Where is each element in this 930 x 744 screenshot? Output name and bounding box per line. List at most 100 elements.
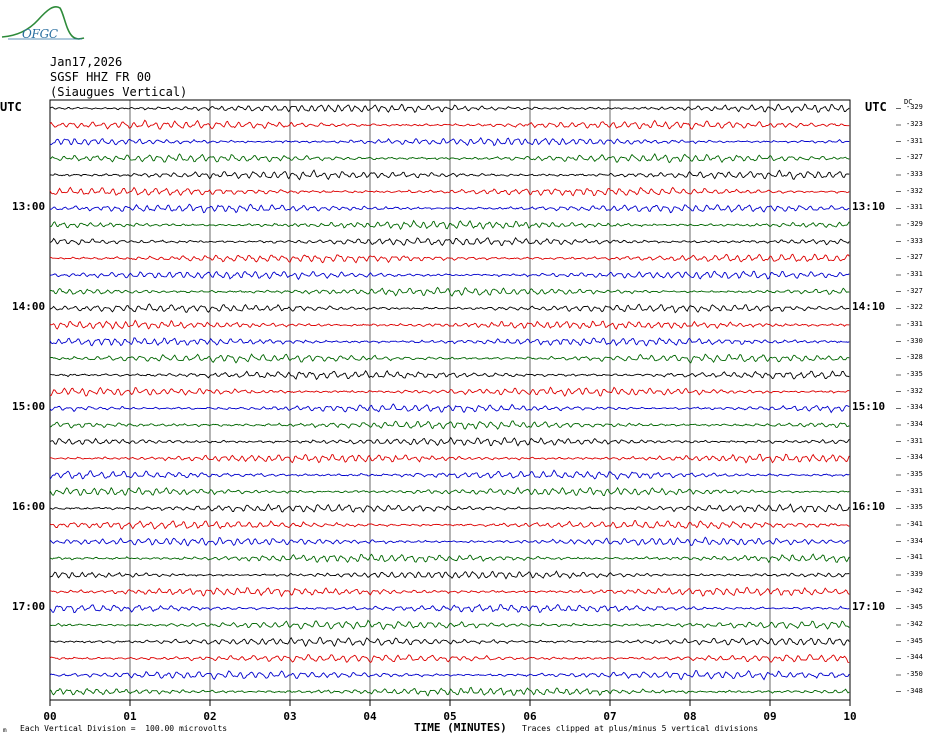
seismic-trace <box>50 286 850 297</box>
dc-offset-value: -333 <box>906 170 923 178</box>
dc-offset-value: -341 <box>906 520 923 528</box>
seismic-trace <box>50 169 850 181</box>
left-hour-label: 17:00 <box>12 600 46 614</box>
dc-offset-value: -342 <box>906 586 923 595</box>
dc-offset-value: -329 <box>906 103 923 112</box>
dc-offset-value: -334 <box>906 536 923 545</box>
dc-offset-value: -334 <box>906 453 923 462</box>
dc-offset-value: -350 <box>906 670 923 678</box>
right-hour-label: 15:10 <box>852 400 886 414</box>
seismic-trace <box>49 636 850 648</box>
utc-left-label: UTC <box>0 100 22 114</box>
ofgc-logo <box>1 5 85 40</box>
dc-offset-value: -327 <box>906 253 923 262</box>
seismic-trace <box>49 486 850 496</box>
dc-offset-value: -341 <box>906 553 923 562</box>
x-tick-label: 05 <box>443 710 457 723</box>
seismic-trace <box>49 503 850 513</box>
seismic-trace <box>50 453 850 464</box>
seismic-trace <box>49 420 850 430</box>
seismic-trace <box>49 203 850 214</box>
left-hour-label: 14:00 <box>12 300 46 314</box>
x-tick-label: 02 <box>203 710 217 723</box>
seismic-trace <box>49 119 850 130</box>
footer-mark: m <box>3 727 7 734</box>
seismic-traces <box>49 103 850 697</box>
dc-offset-value: -333 <box>906 236 923 245</box>
seismic-trace <box>49 654 850 664</box>
seismic-trace <box>50 386 850 397</box>
dc-offset-value: -332 <box>906 186 923 195</box>
x-tick-label: 06 <box>523 710 537 723</box>
dc-offset-value: -335 <box>906 470 923 478</box>
dc-offset-value: -331 <box>906 270 923 278</box>
seismic-trace <box>49 520 850 530</box>
clip-note: Traces clipped at plus/minus 5 vertical … <box>522 724 759 733</box>
dc-offset-value: -334 <box>906 403 923 412</box>
x-axis-title: TIME (MINUTES) <box>414 721 507 734</box>
seismic-trace <box>49 670 850 681</box>
dc-label: DC <box>904 98 913 106</box>
dc-offset-value: -322 <box>906 303 923 312</box>
dc-offset-value: -345 <box>906 636 923 645</box>
x-tick-label: 10 <box>843 710 857 723</box>
left-hour-label: 16:00 <box>12 500 46 514</box>
dc-offset-value: -331 <box>906 320 923 328</box>
seismic-trace <box>49 186 850 197</box>
dc-offset-value: -331 <box>906 486 923 495</box>
seismic-trace <box>49 337 850 347</box>
dc-offset-value: -323 <box>906 120 923 128</box>
x-tick-label: 07 <box>603 710 617 723</box>
right-hour-label: 13:10 <box>852 200 886 214</box>
dc-offset-value: -329 <box>906 220 923 228</box>
seismic-trace <box>49 369 850 381</box>
seismic-trace <box>49 536 850 547</box>
dc-offset-value: -331 <box>906 436 923 445</box>
seismic-trace <box>49 236 850 247</box>
dc-offset-value: -342 <box>906 620 923 628</box>
seismic-trace <box>49 603 850 614</box>
dc-offset-value: -332 <box>906 386 923 395</box>
dc-offset-value: -345 <box>906 603 923 612</box>
seismic-trace <box>49 103 850 114</box>
dc-offset-value: -330 <box>906 336 923 345</box>
dc-offset-value: -331 <box>906 136 923 145</box>
dc-offset-value: -334 <box>906 420 923 428</box>
x-tick-label: 04 <box>363 710 377 723</box>
seismic-trace <box>49 219 850 231</box>
x-tick-label: 01 <box>123 710 137 723</box>
right-hour-label: 14:10 <box>852 300 886 314</box>
seismic-trace <box>49 469 850 480</box>
dc-offset-value: -344 <box>906 653 923 662</box>
seismic-trace <box>49 586 850 598</box>
chart-grid <box>49 99 901 706</box>
dc-offset-value: -335 <box>906 503 923 512</box>
dc-offset-value: -327 <box>906 286 923 295</box>
x-tick-label: 09 <box>763 710 777 723</box>
left-hour-label: 15:00 <box>12 400 46 414</box>
scale-note: Each Vertical Division = 100.00 microvol… <box>20 724 228 733</box>
seismic-trace <box>49 619 850 631</box>
x-tick-label: 00 <box>43 710 57 723</box>
seismic-trace <box>49 270 850 281</box>
seismic-trace <box>49 353 850 364</box>
left-hour-label: 13:00 <box>12 200 46 214</box>
seismic-trace <box>49 303 850 314</box>
dc-offset-value: -331 <box>906 203 923 212</box>
seismic-trace <box>49 553 850 564</box>
seismic-trace <box>49 570 850 580</box>
x-tick-label: 03 <box>283 710 297 723</box>
logo-text: OFGC <box>22 27 58 41</box>
station-description: (Siaugues Vertical) <box>50 85 188 99</box>
dc-offset-value: -335 <box>906 370 923 378</box>
seismic-trace <box>49 136 850 147</box>
dc-offset-value: -348 <box>906 686 923 695</box>
seismic-trace <box>49 319 850 330</box>
x-tick-label: 08 <box>683 710 697 723</box>
dc-offset-value: -327 <box>906 153 923 162</box>
dc-offset-value: -339 <box>906 570 923 578</box>
seismic-trace <box>49 153 850 164</box>
seismic-trace <box>49 253 850 264</box>
right-hour-label: 16:10 <box>852 500 886 514</box>
